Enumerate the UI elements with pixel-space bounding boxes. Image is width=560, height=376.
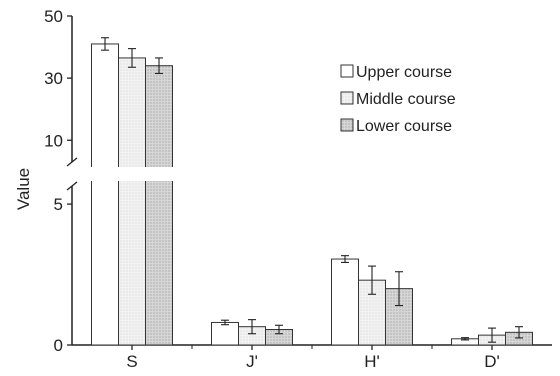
- legend-label: Upper course: [356, 64, 452, 81]
- bar-middle-course: [118, 57, 146, 346]
- error-bars: [101, 37, 523, 343]
- bar-upper-course: [211, 321, 239, 346]
- y-tick-label: 30: [44, 69, 63, 88]
- tick-labels: 10 30 50 0 5 S J' H' D': [44, 7, 500, 371]
- legend-swatch: [340, 118, 354, 132]
- y-tick-label: 5: [54, 195, 63, 214]
- bar-lower-course: [145, 65, 173, 346]
- bar-break-gap: [144, 167, 174, 181]
- y-tick-label: 10: [44, 131, 63, 150]
- axis-break-mark: [66, 181, 78, 191]
- y-axis-label: Value: [14, 168, 33, 210]
- legend-label: Middle course: [356, 91, 456, 108]
- bars: [90, 43, 533, 346]
- bar-upper-course: [331, 258, 359, 346]
- legend: Upper course Middle course Lower course: [340, 64, 456, 135]
- y-tick-label: 0: [54, 336, 63, 355]
- bar-break-gap: [90, 167, 120, 181]
- x-tick-label: J': [246, 352, 258, 371]
- axis-break-mark: [66, 157, 78, 167]
- x-tick-label: S: [126, 352, 137, 371]
- x-tick-label: H': [364, 352, 380, 371]
- bar-break-gap: [117, 167, 147, 181]
- legend-swatch: [340, 91, 354, 105]
- x-tick-label: D': [484, 352, 500, 371]
- y-tick-label: 50: [44, 7, 63, 26]
- legend-swatch: [340, 64, 354, 78]
- legend-label: Lower course: [356, 118, 452, 135]
- bar-upper-course: [91, 43, 119, 346]
